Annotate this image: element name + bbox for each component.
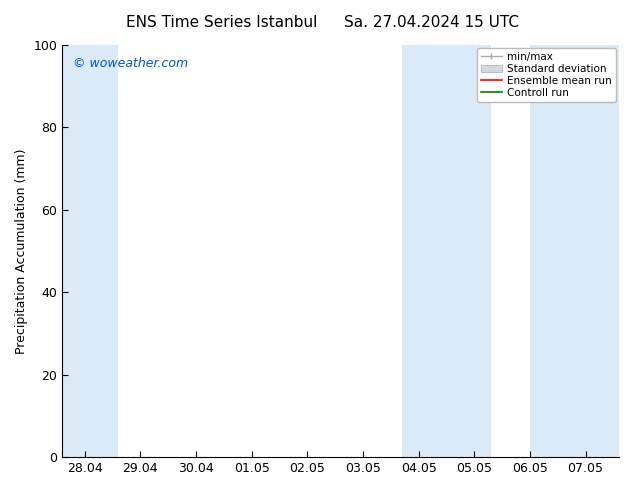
Text: ENS Time Series Istanbul: ENS Time Series Istanbul (126, 15, 318, 30)
Bar (402, 45, 491, 457)
Legend: min/max, Standard deviation, Ensemble mean run, Controll run: min/max, Standard deviation, Ensemble me… (477, 48, 616, 102)
Bar (62, 45, 118, 457)
Text: © woweather.com: © woweather.com (74, 57, 188, 70)
Bar (530, 45, 619, 457)
Y-axis label: Precipitation Accumulation (mm): Precipitation Accumulation (mm) (15, 148, 28, 354)
Text: Sa. 27.04.2024 15 UTC: Sa. 27.04.2024 15 UTC (344, 15, 519, 30)
